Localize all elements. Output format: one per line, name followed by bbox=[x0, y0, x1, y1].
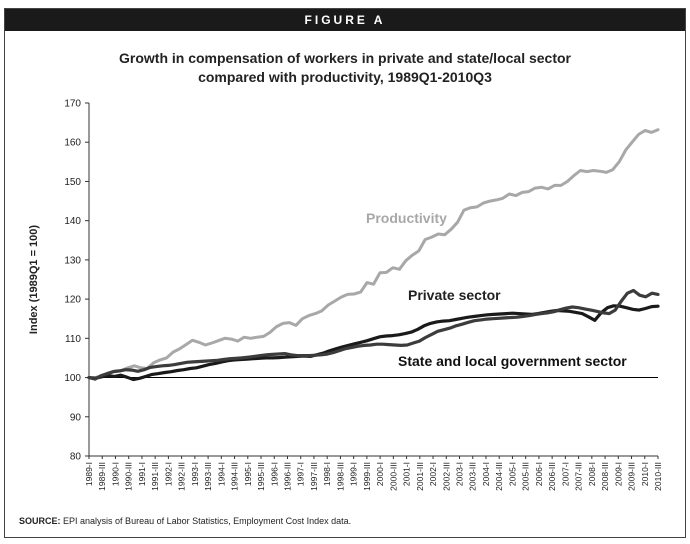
x-tick-label: 2010-III bbox=[653, 462, 663, 491]
y-tick-label: 150 bbox=[64, 177, 81, 188]
source-text: EPI analysis of Bureau of Labor Statisti… bbox=[63, 516, 352, 526]
y-tick-label: 140 bbox=[64, 216, 81, 227]
x-tick-label: 2004-III bbox=[494, 462, 504, 491]
x-tick-label: 2010-I bbox=[640, 462, 650, 486]
series-line-productivity bbox=[87, 128, 660, 380]
x-tick-label: 1996-III bbox=[282, 462, 292, 491]
x-tick-label: 1998-III bbox=[335, 462, 345, 491]
series-label-private: Private sector bbox=[408, 287, 501, 303]
x-tick-label: 1998-I bbox=[322, 462, 332, 486]
x-tick-label: 1989-III bbox=[97, 462, 107, 491]
y-axis-label: Index (1989Q1 = 100) bbox=[28, 225, 40, 334]
series-label-productivity: Productivity bbox=[366, 210, 447, 226]
x-tick-label: 1994-I bbox=[216, 462, 226, 486]
x-tick-label: 2002-III bbox=[441, 462, 451, 491]
series-line-private bbox=[87, 304, 660, 382]
chart-title-line-2: compared with productivity, 1989Q1-2010Q… bbox=[198, 69, 492, 85]
y-tick-label: 110 bbox=[65, 334, 81, 345]
x-tick-label: 1993-III bbox=[203, 462, 213, 491]
series-line-state_local bbox=[87, 288, 660, 381]
x-tick-label: 1992-I bbox=[163, 462, 173, 486]
x-tick-label: 2000-III bbox=[388, 462, 398, 491]
x-tick-label: 1995-III bbox=[256, 462, 266, 491]
figure-label: FIGURE A bbox=[5, 9, 685, 31]
x-tick-label: 2003-III bbox=[468, 462, 478, 491]
x-tick-label: 2007-I bbox=[560, 462, 570, 486]
x-tick-label: 1997-III bbox=[309, 462, 319, 491]
x-tick-label: 1995-I bbox=[243, 462, 253, 486]
x-tick-label: 2003-I bbox=[455, 462, 465, 486]
x-tick-label: 1996-I bbox=[269, 462, 279, 486]
x-tick-label: 1991-III bbox=[150, 462, 160, 491]
x-tick-label: 1989-I bbox=[84, 462, 94, 486]
y-tick-label: 170 bbox=[64, 99, 81, 110]
y-tick-label: 100 bbox=[64, 373, 81, 384]
x-tick-label: 2004-I bbox=[481, 462, 491, 486]
y-tick-label: 120 bbox=[64, 295, 81, 306]
x-tick-label: 2001-III bbox=[415, 462, 425, 491]
x-tick-label: 2008-I bbox=[587, 462, 597, 486]
x-tick-label: 2001-I bbox=[402, 462, 412, 486]
x-tick-label: 2007-III bbox=[574, 462, 584, 491]
x-tick-label: 2006-I bbox=[534, 462, 544, 486]
x-tick-label: 1994-III bbox=[230, 462, 240, 491]
chart-title-line-1: Growth in compensation of workers in pri… bbox=[119, 50, 571, 66]
y-tick-label: 160 bbox=[64, 138, 81, 149]
series-label-state_local: State and local government sector bbox=[398, 353, 627, 369]
source-note: SOURCE: EPI analysis of Bureau of Labor … bbox=[19, 516, 351, 526]
x-tick-label: 2005-I bbox=[507, 462, 517, 486]
x-tick-label: 1990-III bbox=[124, 462, 134, 491]
x-tick-label: 2000-I bbox=[375, 462, 385, 486]
x-tick-label: 2006-III bbox=[547, 462, 557, 491]
x-tick-label: 1991-I bbox=[137, 462, 147, 486]
x-tick-label: 2009-I bbox=[613, 462, 623, 486]
x-tick-label: 1993-I bbox=[190, 462, 200, 486]
y-tick-label: 90 bbox=[70, 412, 82, 423]
x-tick-label: 2008-III bbox=[600, 462, 610, 491]
x-tick-label: 2009-III bbox=[627, 462, 637, 491]
x-tick-label: 1999-III bbox=[362, 462, 372, 491]
x-tick-label: 1997-I bbox=[296, 462, 306, 486]
y-tick-label: 130 bbox=[64, 255, 81, 266]
chart-title: Growth in compensation of workers in pri… bbox=[5, 49, 685, 87]
x-tick-label: 1990-I bbox=[110, 462, 120, 486]
source-label: SOURCE: bbox=[19, 516, 61, 526]
x-tick-label: 2002-I bbox=[428, 462, 438, 486]
figure-frame: FIGURE A Growth in compensation of worke… bbox=[4, 8, 686, 538]
x-tick-label: 1992-III bbox=[177, 462, 187, 491]
x-tick-label: 1999-I bbox=[349, 462, 359, 486]
x-tick-label: 2005-III bbox=[521, 462, 531, 491]
y-tick-label: 80 bbox=[70, 452, 82, 463]
